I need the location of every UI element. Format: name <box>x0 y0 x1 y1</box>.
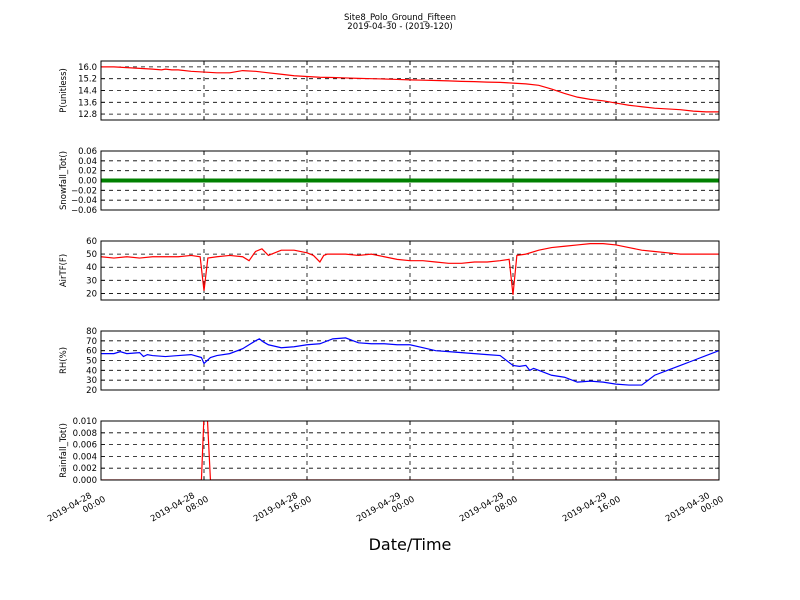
y-tick-label: 0.002 <box>73 464 97 474</box>
figure-title: Site8_Polo_Ground_Fifteen <box>344 13 456 23</box>
y-tick-label: 16.0 <box>78 63 97 73</box>
panels: 16.015.214.413.612.8P(unitless)0.060.040… <box>46 60 726 524</box>
y-tick-label: 30 <box>86 276 97 286</box>
y-tick-label: 0.006 <box>73 441 97 451</box>
y-tick-label: 20 <box>86 386 97 396</box>
y-axis-label: RH(%) <box>59 347 69 374</box>
panel-3: 60 50 40 30 20 AirTF(F) <box>59 237 720 301</box>
y-tick-label: 0.04 <box>78 157 97 167</box>
plot-frame <box>100 60 720 121</box>
y-tick-label: 80 <box>86 327 97 337</box>
figure-subtitle: 2019-04-30 - (2019-120) <box>347 22 452 32</box>
y-axis-label: AirTF(F) <box>59 254 69 287</box>
y-tick-label: 70 <box>86 337 97 347</box>
y-tick-label: 50 <box>86 250 97 260</box>
y-tick-label: 60 <box>86 347 97 357</box>
plot-frame <box>100 240 720 301</box>
y-tick-label: 40 <box>86 366 97 376</box>
y-tick-label: 60 <box>86 237 97 247</box>
x-axis-label: Date/Time <box>369 535 452 554</box>
y-tick-label: −0.06 <box>71 206 97 216</box>
panel-1: 16.0 15.2 14.413.6 12.8 P(unitless) <box>59 60 720 121</box>
plot-frame <box>100 330 720 391</box>
plot-frame <box>100 420 720 481</box>
y-axis-label: Snowfall_Tot() <box>59 151 69 210</box>
y-tick-label: 15.2 <box>78 75 97 85</box>
y-tick-label: 0.010 <box>73 417 97 427</box>
y-tick-label: 0.06 <box>78 147 97 157</box>
y-tick-label: 0.00 <box>78 177 97 187</box>
y-tick-label: 0.02 <box>78 167 97 177</box>
y-tick-label: −0.02 <box>71 186 97 196</box>
series-line-1 <box>101 337 719 386</box>
y-axis-label: Rainfall_Tot() <box>59 423 69 478</box>
y-axis-label: P(unitless) <box>59 68 69 113</box>
panel-2: 0.060.040.020.00−0.02−0.04−0.06Snowfall_… <box>59 147 720 216</box>
series-line-1 <box>101 243 719 295</box>
y-tick-label: 30 <box>86 376 97 386</box>
y-tick-label: 0.008 <box>73 429 97 439</box>
y-tick-label: −0.04 <box>71 196 97 206</box>
y-tick-label: 0.000 <box>73 476 97 486</box>
y-tick-label: 40 <box>86 263 97 273</box>
y-tick-label: 13.6 <box>78 98 97 108</box>
plot-frame <box>100 150 720 211</box>
y-tick-label: 50 <box>86 357 97 367</box>
y-tick-label: 20 <box>86 289 97 299</box>
series-line-1 <box>101 66 719 113</box>
y-tick-label: 0.004 <box>73 452 97 462</box>
y-tick-label: 12.8 <box>78 110 97 120</box>
y-tick-label: 14.4 <box>78 87 97 97</box>
